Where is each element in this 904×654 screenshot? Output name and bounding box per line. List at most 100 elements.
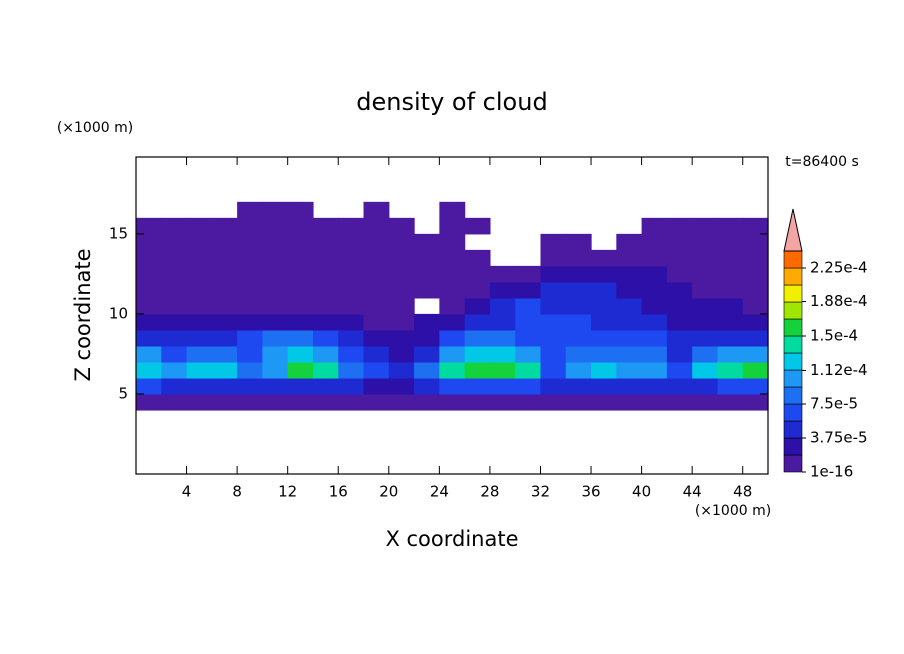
contour-cell (388, 297, 415, 315)
contour-cell (414, 377, 440, 395)
contour-cell (136, 345, 162, 363)
contour-cell (161, 361, 188, 379)
colorbar-tick-label: 7.5e-5 (810, 395, 858, 413)
contour-cell (388, 217, 415, 235)
contour-cell (692, 345, 719, 363)
colorbar-band (783, 301, 803, 320)
contour-cell (363, 393, 390, 411)
contour-cell (211, 329, 238, 347)
contour-cell (186, 281, 213, 299)
contour-cell (439, 265, 466, 283)
contour-cell (616, 313, 643, 331)
contour-cell (489, 345, 516, 363)
x-tick-label: 40 (632, 483, 651, 501)
contour-cell (287, 361, 314, 379)
y-tick-label: 5 (118, 384, 128, 402)
x-tick-label: 20 (379, 483, 398, 501)
contour-cell (540, 233, 567, 251)
contour-cell (161, 265, 188, 283)
contour-cell (540, 313, 567, 331)
contour-cell (565, 393, 592, 411)
contour-cell (616, 361, 643, 379)
contour-cell (666, 361, 693, 379)
contour-cell (363, 249, 390, 267)
contour-cell (540, 297, 567, 315)
contour-cell (717, 377, 744, 395)
contour-cell (540, 281, 567, 299)
contour-cell (641, 313, 668, 331)
contour-cell (262, 313, 289, 331)
contour-cell (237, 361, 263, 379)
y-unit: (×1000 m) (57, 120, 133, 136)
contour-cell (287, 393, 314, 411)
contour-cell (565, 281, 592, 299)
contour-cell (186, 297, 213, 315)
contour-cell (312, 249, 339, 267)
contour-cell (262, 233, 289, 251)
contour-cell (136, 249, 162, 267)
colorbar-tick-label: 1.12e-4 (810, 361, 868, 379)
contour-cell (312, 233, 339, 251)
contour-cell (464, 313, 491, 331)
colorbar-band (783, 369, 803, 388)
contour-cell (666, 233, 693, 251)
contour-cell (591, 329, 617, 347)
contour-cell (515, 329, 542, 347)
contour-cell (262, 345, 289, 363)
contour-cell (414, 313, 440, 331)
contour-cell (211, 313, 238, 331)
contour-cell (363, 233, 390, 251)
contour-cell (161, 249, 188, 267)
contour-cell (388, 329, 415, 347)
contour-cell (186, 345, 213, 363)
contour-cell (515, 361, 542, 379)
contour-cell (692, 217, 719, 235)
contour-cell (237, 297, 263, 315)
contour-cell (515, 313, 542, 331)
contour-cell (641, 377, 668, 395)
contour-cell (616, 377, 643, 395)
contour-cell (237, 249, 263, 267)
contour-cell (742, 297, 769, 315)
colorbar-band (783, 284, 803, 303)
contour-cell (211, 377, 238, 395)
contour-cell (692, 377, 719, 395)
contour-cell (692, 265, 719, 283)
contour-cell (161, 313, 188, 331)
contour-cell (489, 265, 516, 283)
contour-cell (312, 329, 339, 347)
contour-cell (717, 265, 744, 283)
contour-cell (211, 217, 238, 235)
contour-cell (439, 233, 466, 251)
contour-cell (237, 329, 263, 347)
contour-cell (717, 361, 744, 379)
contour-cell (338, 377, 365, 395)
colorbar-tick-label: 1.88e-4 (810, 292, 868, 310)
contour-cell (338, 297, 365, 315)
contour-cell (338, 313, 365, 331)
contour-cell (666, 345, 693, 363)
contour-cell (565, 361, 592, 379)
contour-cell (388, 377, 415, 395)
contour-cell (591, 377, 617, 395)
contour-cell (262, 201, 289, 219)
contour-cell (717, 393, 744, 411)
contour-cell (641, 233, 668, 251)
contour-cell (591, 345, 617, 363)
contour-cell (742, 233, 769, 251)
contour-cell (616, 329, 643, 347)
contour-cell (161, 393, 188, 411)
colorbar-tick-label: 3.75e-5 (810, 429, 868, 447)
contour-cell (540, 249, 567, 267)
contour-cell (641, 345, 668, 363)
contour-cell (161, 217, 188, 235)
contour-cell (439, 297, 466, 315)
contour-cell (136, 329, 162, 347)
contour-cell (287, 377, 314, 395)
contour-cell (136, 297, 162, 315)
contour-cell (666, 297, 693, 315)
contour-cell (641, 393, 668, 411)
contour-cell (186, 233, 213, 251)
contour-cell (565, 297, 592, 315)
